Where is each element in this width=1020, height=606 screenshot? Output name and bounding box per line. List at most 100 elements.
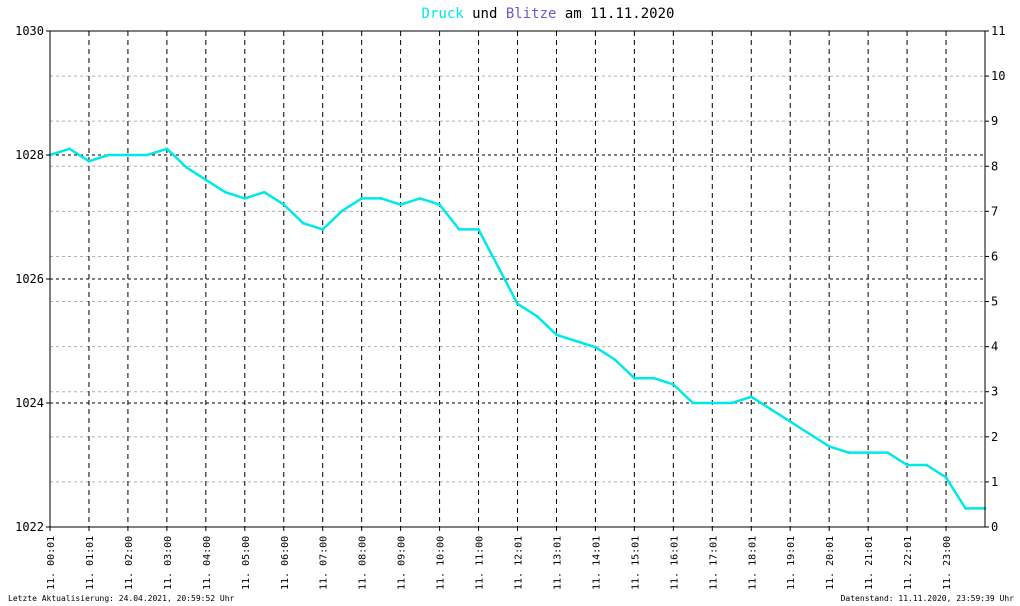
series-point-druck-24 — [516, 302, 519, 306]
x-tick-6: 11. 06:00 — [280, 536, 291, 590]
series-point-druck-9 — [223, 190, 227, 194]
x-tick-9: 11. 09:00 — [397, 536, 408, 590]
y-right-tick-6: 6 — [991, 249, 998, 263]
series-point-druck-4 — [126, 153, 130, 157]
series-point-druck-47 — [964, 507, 967, 510]
x-tick-14: 11. 14:01 — [591, 536, 602, 590]
x-tick-3: 11. 03:00 — [163, 536, 174, 590]
y-right-tick-5: 5 — [991, 295, 998, 309]
series-point-druck-1 — [68, 147, 71, 151]
title-date: am 11.11.2020 — [556, 6, 674, 22]
series-point-druck-36 — [749, 395, 753, 399]
title-druck: Druck — [422, 6, 465, 22]
series-point-druck-25 — [535, 314, 539, 318]
series-point-druck-33 — [691, 401, 695, 405]
x-tick-20: 11. 20:01 — [825, 536, 836, 590]
series-point-druck-41 — [847, 451, 850, 454]
y-axis-left: 1022 1024 1026 1028 1030 — [15, 24, 50, 534]
y-right-tick-11: 11 — [991, 24, 1005, 38]
y-axis-right: 0 1 2 3 4 5 6 7 8 9 10 11 — [985, 24, 1005, 534]
series-point-druck-15 — [340, 209, 344, 213]
x-tick-21: 11. 21:01 — [864, 536, 875, 590]
series-point-druck-40 — [827, 445, 831, 448]
series-point-druck-38 — [788, 420, 792, 423]
series-point-druck-44 — [905, 463, 909, 467]
series-point-druck-26 — [555, 333, 558, 337]
chart-title: Druck und Blitze am 11.11.2020 — [422, 6, 675, 22]
y-left-tick-1028: 1028 — [15, 148, 44, 162]
y-right-tick-7: 7 — [991, 204, 998, 218]
series-point-druck-14 — [321, 228, 325, 231]
y-right-tick-4: 4 — [991, 340, 998, 354]
series-point-druck-27 — [574, 339, 578, 343]
x-tick-11: 11. 11:00 — [475, 536, 486, 590]
series-point-druck-34 — [710, 401, 714, 405]
x-tick-8: 11. 08:00 — [358, 536, 369, 590]
series-point-druck-42 — [866, 451, 870, 454]
title-blitze: Blitze — [506, 6, 557, 22]
series-point-druck-39 — [808, 432, 812, 436]
series-point-druck-28 — [594, 345, 597, 349]
x-tick-18: 11. 18:01 — [747, 536, 758, 590]
y-left-tick-1022: 1022 — [15, 520, 44, 534]
series-point-druck-43 — [886, 451, 889, 454]
y-right-tick-2: 2 — [991, 430, 998, 444]
series-layer — [48, 147, 987, 510]
y-right-tick-3: 3 — [991, 385, 998, 399]
series-point-druck-45 — [925, 463, 928, 467]
grid — [50, 31, 985, 527]
series-point-druck-2 — [87, 159, 91, 163]
series-point-druck-22 — [477, 228, 480, 231]
y-left-tick-1024: 1024 — [15, 396, 44, 410]
x-tick-7: 11. 07:00 — [319, 536, 330, 590]
series-point-druck-20 — [438, 203, 441, 207]
y-right-tick-0: 0 — [991, 520, 998, 534]
series-point-druck-30 — [633, 376, 636, 380]
footer-data-status: Datenstand: 11.11.2020, 23:59:39 Uhr — [841, 594, 1015, 603]
x-tick-4: 11. 04:00 — [202, 536, 213, 590]
x-tick-16: 11. 16:01 — [669, 536, 680, 590]
series-point-druck-37 — [769, 407, 773, 411]
series-point-druck-11 — [262, 190, 266, 194]
series-point-druck-17 — [379, 197, 383, 200]
series-point-druck-21 — [457, 228, 461, 231]
y-right-tick-1: 1 — [991, 475, 998, 489]
y-right-tick-8: 8 — [991, 159, 998, 173]
series-point-druck-35 — [730, 401, 734, 405]
series-point-druck-10 — [243, 197, 247, 200]
x-tick-23: 11. 23:00 — [942, 536, 953, 590]
series-point-druck-23 — [496, 265, 500, 268]
series-point-druck-5 — [146, 153, 149, 157]
x-tick-22: 11. 22:01 — [903, 536, 914, 590]
x-tick-19: 11. 19:01 — [786, 536, 797, 590]
y-right-tick-9: 9 — [991, 114, 998, 128]
x-tick-12: 11. 12:01 — [514, 536, 525, 590]
series-point-druck-46 — [944, 476, 948, 479]
series-point-druck-29 — [613, 358, 617, 361]
series-point-druck-7 — [185, 166, 188, 169]
series-point-druck-8 — [204, 178, 208, 182]
y-right-tick-10: 10 — [991, 69, 1005, 83]
series-point-druck-3 — [107, 153, 110, 157]
x-axis: 11. 00:01 11. 01:01 11. 02:00 11. 03:00 11. … — [46, 527, 953, 590]
series-point-druck-12 — [282, 203, 286, 207]
title-und: und — [464, 6, 506, 22]
x-tick-10: 11. 10:00 — [436, 536, 447, 590]
x-tick-2: 11. 02:00 — [124, 536, 135, 590]
series-point-druck-18 — [399, 203, 402, 207]
series-point-druck-31 — [652, 376, 656, 380]
series-point-druck-13 — [301, 221, 305, 225]
x-tick-13: 11. 13:01 — [552, 536, 563, 590]
x-tick-1: 11. 01:01 — [85, 536, 96, 590]
x-tick-5: 11. 05:00 — [241, 536, 252, 590]
series-point-druck-19 — [418, 197, 422, 200]
x-tick-0: 11. 00:01 — [46, 536, 57, 590]
y-left-tick-1026: 1026 — [15, 272, 44, 286]
x-tick-17: 11. 17:01 — [708, 536, 719, 590]
series-point-druck-6 — [165, 147, 169, 151]
footer-last-update: Letzte Aktualisierung: 24.04.2021, 20:59… — [8, 594, 235, 603]
series-point-druck-16 — [360, 197, 364, 200]
series-point-druck-32 — [671, 383, 675, 386]
